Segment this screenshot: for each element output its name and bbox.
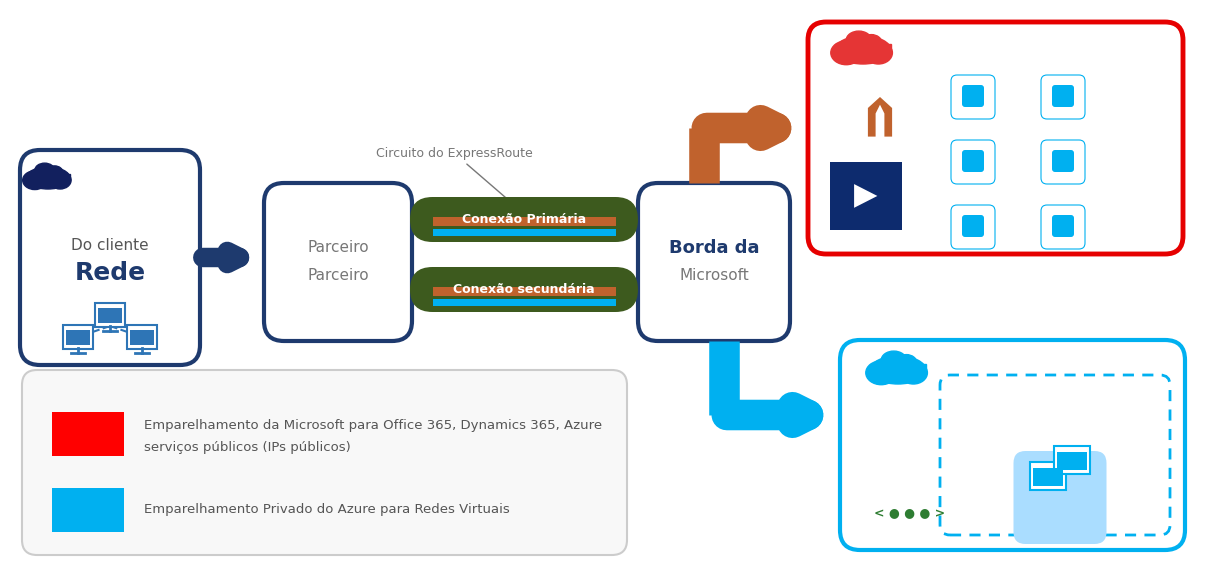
Text: Parceiro: Parceiro	[307, 268, 369, 284]
Ellipse shape	[899, 361, 927, 384]
FancyBboxPatch shape	[830, 162, 902, 230]
Ellipse shape	[870, 356, 926, 384]
FancyBboxPatch shape	[951, 205, 995, 249]
Ellipse shape	[26, 167, 70, 189]
Bar	[1057, 452, 1087, 470]
Text: Conexão secundária: Conexão secundária	[453, 283, 595, 296]
FancyBboxPatch shape	[638, 183, 790, 341]
Text: Conexão Primária: Conexão Primária	[462, 213, 586, 226]
Bar	[1033, 468, 1063, 486]
Text: Microsoft: Microsoft	[679, 268, 748, 284]
Bar	[130, 330, 154, 345]
FancyBboxPatch shape	[1030, 462, 1066, 490]
Ellipse shape	[881, 351, 906, 370]
Ellipse shape	[49, 171, 72, 189]
FancyBboxPatch shape	[1052, 85, 1074, 107]
Text: Borda da: Borda da	[668, 239, 759, 257]
FancyBboxPatch shape	[840, 340, 1185, 550]
Bar	[835, 44, 891, 53]
Text: Circuito do ExpressRoute: Circuito do ExpressRoute	[375, 146, 532, 207]
FancyBboxPatch shape	[1041, 75, 1085, 119]
Bar	[433, 217, 616, 226]
Text: Rede: Rede	[74, 261, 146, 285]
Bar	[26, 174, 70, 180]
Bar	[52, 412, 124, 456]
Ellipse shape	[831, 41, 861, 64]
Bar	[98, 308, 122, 323]
Polygon shape	[868, 97, 892, 137]
FancyBboxPatch shape	[808, 22, 1183, 254]
Bar	[52, 488, 124, 532]
Text: Parceiro: Parceiro	[307, 241, 369, 256]
FancyBboxPatch shape	[1052, 150, 1074, 172]
FancyBboxPatch shape	[1052, 215, 1074, 237]
Bar	[870, 364, 926, 373]
FancyBboxPatch shape	[1013, 451, 1107, 544]
FancyBboxPatch shape	[1041, 205, 1085, 249]
FancyBboxPatch shape	[1053, 446, 1090, 474]
Text: Do cliente: Do cliente	[72, 238, 148, 253]
Text: Emparelhamento Privado do Azure para Redes Virtuais: Emparelhamento Privado do Azure para Red…	[145, 504, 510, 517]
FancyBboxPatch shape	[128, 325, 157, 349]
FancyBboxPatch shape	[1041, 140, 1085, 184]
Text: serviços públicos (IPs públicos): serviços públicos (IPs públicos)	[145, 442, 351, 454]
Ellipse shape	[846, 31, 871, 49]
FancyBboxPatch shape	[962, 215, 984, 237]
FancyBboxPatch shape	[264, 183, 412, 341]
Text: ▶: ▶	[854, 181, 877, 210]
FancyBboxPatch shape	[962, 150, 984, 172]
FancyBboxPatch shape	[951, 75, 995, 119]
FancyBboxPatch shape	[63, 325, 94, 349]
Bar	[433, 229, 616, 236]
Ellipse shape	[864, 42, 892, 64]
FancyBboxPatch shape	[962, 85, 984, 107]
Ellipse shape	[861, 35, 882, 51]
FancyBboxPatch shape	[95, 303, 125, 327]
FancyBboxPatch shape	[19, 150, 200, 365]
FancyBboxPatch shape	[940, 375, 1170, 535]
FancyBboxPatch shape	[409, 267, 638, 312]
Ellipse shape	[35, 163, 55, 177]
Ellipse shape	[895, 354, 917, 371]
FancyBboxPatch shape	[22, 370, 627, 555]
Ellipse shape	[835, 36, 891, 64]
FancyBboxPatch shape	[409, 197, 638, 242]
Bar	[433, 299, 616, 306]
Text: < ● ● ● >: < ● ● ● >	[875, 507, 945, 519]
Text: Emparelhamento da Microsoft para Office 365, Dynamics 365, Azure: Emparelhamento da Microsoft para Office …	[145, 419, 603, 432]
Ellipse shape	[866, 361, 897, 385]
Ellipse shape	[46, 166, 63, 179]
FancyBboxPatch shape	[951, 140, 995, 184]
Bar	[433, 287, 616, 296]
Ellipse shape	[23, 171, 47, 189]
Bar	[66, 330, 90, 345]
